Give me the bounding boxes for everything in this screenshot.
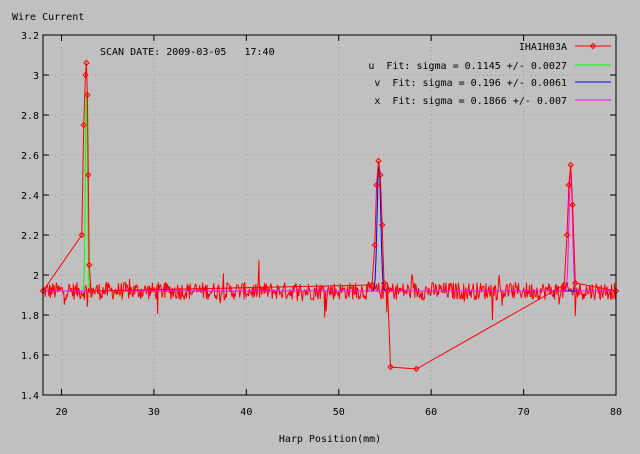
data-point	[80, 121, 87, 129]
y-tick-label: 2.2	[21, 231, 39, 242]
y-tick-label: 2.8	[21, 111, 39, 122]
y-tick-label: 3.2	[21, 31, 39, 42]
y-tick-label: 2	[33, 271, 39, 282]
y-tick-label: 2.6	[21, 151, 39, 162]
fit-curve-v	[43, 164, 616, 292]
series-iha1h03a-line	[42, 62, 617, 370]
data-point	[373, 181, 380, 189]
data-point	[371, 241, 378, 249]
series-iha1h03a-noise	[42, 260, 617, 321]
data-point	[567, 161, 574, 169]
data-point	[378, 221, 386, 229]
data-point	[82, 71, 89, 79]
scan-date-annotation: SCAN DATE: 2009-03-05 17:40	[100, 47, 275, 58]
y-axis-label: Wire Current	[12, 12, 84, 23]
data-point	[85, 171, 92, 179]
data-point	[563, 231, 571, 239]
data-point	[380, 279, 388, 287]
y-tick-label: 3	[33, 71, 39, 82]
data-point	[569, 201, 576, 209]
y-tick-label: 1.8	[21, 311, 39, 322]
fit-curve-x	[43, 169, 616, 292]
legend-label-x-fit: x Fit: sigma = 0.1866 +/- 0.007	[374, 96, 567, 107]
data-point	[39, 287, 47, 295]
axis-ticks: 20 30 40 50 60 70 80 1.4 1.6 1.8 2 2.2 2.4 2.6 2.8 3 3.2	[21, 31, 622, 418]
data-point	[375, 157, 382, 165]
series-iha1h03a-noise-line	[42, 260, 617, 321]
data-point	[83, 59, 90, 67]
x-axis-label: Harp Position(mm)	[279, 434, 381, 445]
x-tick-label: 70	[518, 407, 530, 418]
x-tick-label: 60	[425, 407, 437, 418]
legend-label-u-fit: u Fit: sigma = 0.1145 +/- 0.0027	[368, 61, 567, 72]
plot-border	[42, 34, 617, 396]
legend: IHA1H03A u Fit: sigma = 0.1145 +/- 0.002…	[368, 42, 611, 107]
legend-marker	[589, 42, 597, 50]
x-tick-label: 80	[610, 407, 622, 418]
data-point	[84, 91, 91, 99]
data-point	[78, 231, 86, 239]
data-point	[413, 365, 420, 373]
y-tick-label: 1.4	[21, 391, 39, 402]
data-point	[612, 287, 620, 295]
y-tick-label: 2.4	[21, 191, 39, 202]
grid	[43, 34, 617, 396]
fit-curve-u	[43, 90, 616, 292]
x-tick-label: 40	[240, 407, 252, 418]
data-point	[572, 279, 579, 287]
series-layer	[39, 59, 620, 373]
data-point	[86, 261, 93, 269]
data-point	[387, 363, 394, 371]
x-tick-label: 20	[55, 407, 67, 418]
data-point	[87, 287, 95, 295]
legend-label-v-fit: v Fit: sigma = 0.196 +/- 0.0061	[374, 78, 567, 89]
data-point	[368, 281, 376, 289]
data-point	[377, 171, 384, 179]
y-tick-label: 1.6	[21, 351, 39, 362]
data-point	[565, 181, 573, 189]
x-tick-label: 30	[148, 407, 160, 418]
legend-label-iha1h03a: IHA1H03A	[519, 42, 567, 53]
data-point	[384, 287, 391, 295]
x-tick-label: 50	[333, 407, 345, 418]
data-point	[561, 281, 568, 289]
